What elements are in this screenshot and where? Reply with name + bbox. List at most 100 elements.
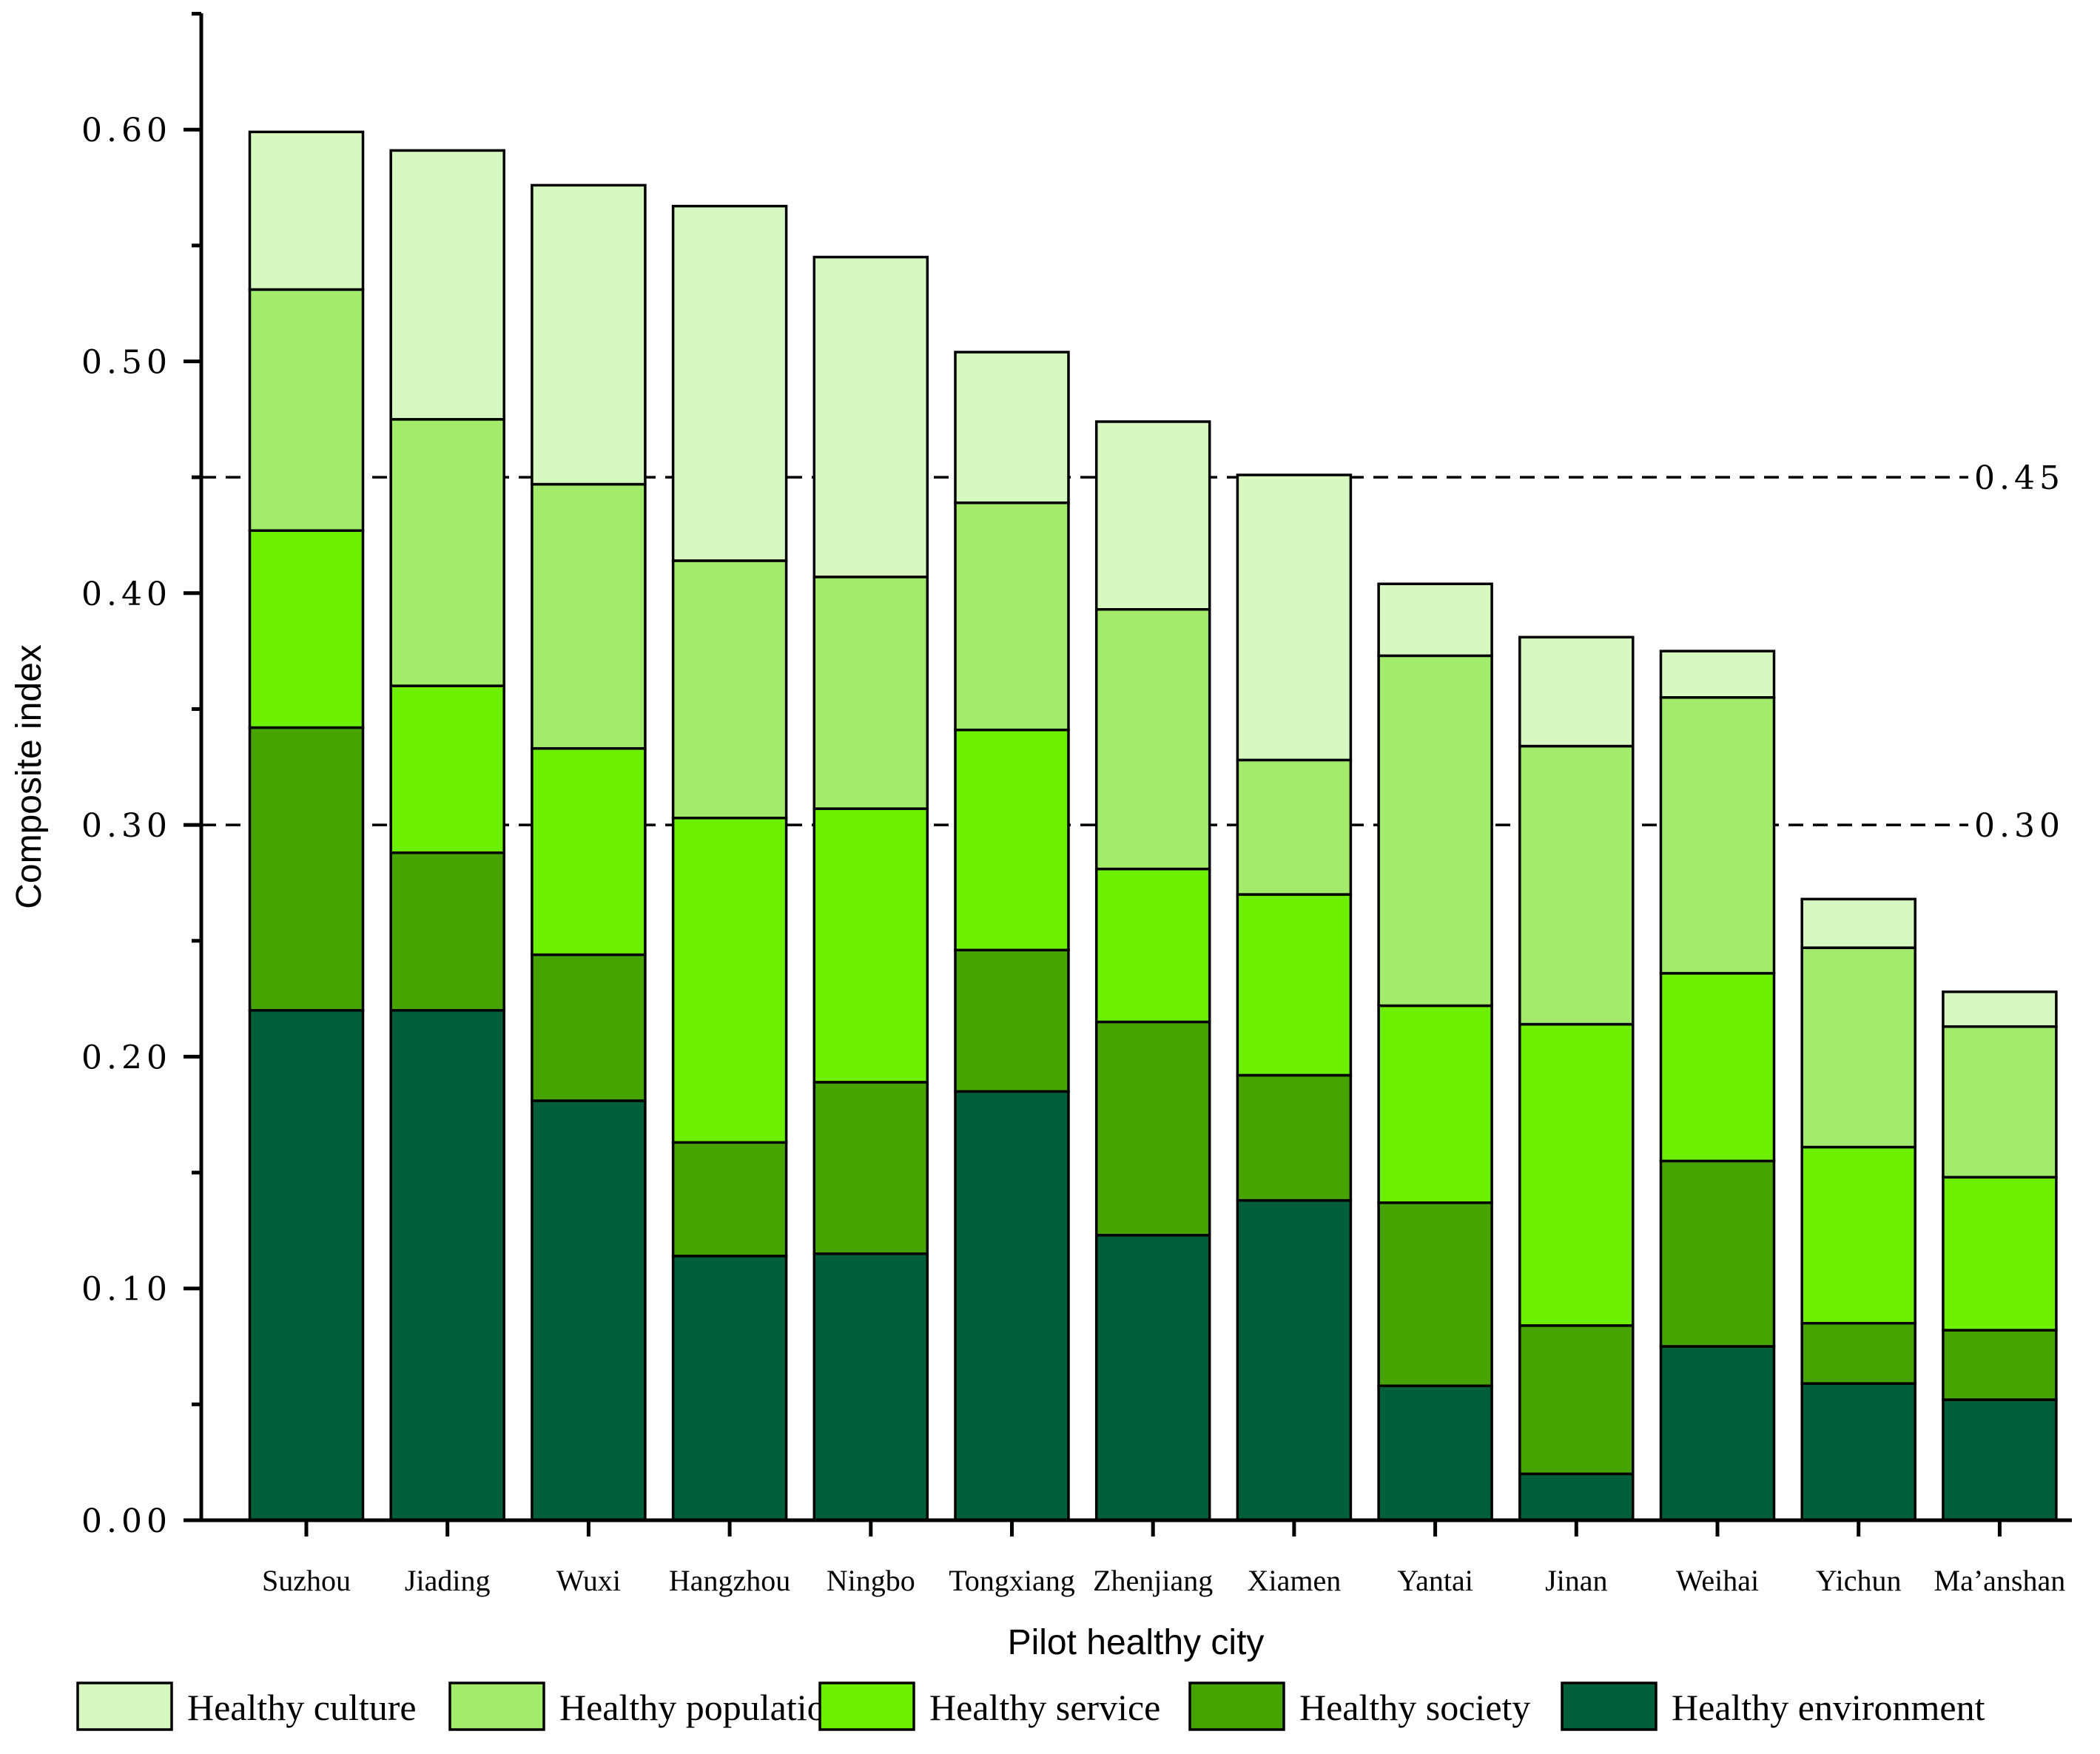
bar-jinan-healthy-population xyxy=(1518,744,1635,1026)
bar-weihai-healthy-culture xyxy=(1659,650,1776,699)
x-tick-label-tongxiang: Tongxiang xyxy=(949,1564,1075,1597)
bar-hangzhou-healthy-service xyxy=(671,816,788,1144)
y-tick-label: 0.60 xyxy=(81,112,172,149)
legend-label-healthy-culture: Healthy culture xyxy=(187,1687,417,1728)
bar-ningbo-healthy-society xyxy=(812,1081,929,1255)
legend-label-healthy-environment: Healthy environment xyxy=(1672,1687,1985,1728)
legend-swatch-healthy-service xyxy=(818,1682,915,1731)
x-tick-label-yantai: Yantai xyxy=(1397,1564,1473,1597)
x-tick-label-suzhou: Suzhou xyxy=(262,1564,351,1597)
bar-suzhou-healthy-society xyxy=(248,726,365,1012)
bar-yantai-healthy-population xyxy=(1377,654,1493,1008)
legend-swatch-healthy-environment xyxy=(1561,1682,1658,1731)
bar-xiamen-healthy-service xyxy=(1236,893,1353,1077)
bar-wuxi-healthy-culture xyxy=(531,183,647,486)
bar-hangzhou-healthy-environment xyxy=(671,1255,788,1522)
bars xyxy=(248,130,2058,1522)
legend-label-healthy-society: Healthy society xyxy=(1299,1687,1530,1728)
bar-ningbo-healthy-culture xyxy=(812,255,929,579)
bar-wuxi-healthy-society xyxy=(531,953,647,1102)
bar-ma-anshan-healthy-society xyxy=(1942,1329,2058,1401)
y-axis-title: Composite index xyxy=(10,644,49,909)
bar-xiamen-healthy-population xyxy=(1236,758,1353,896)
bar-jinan-healthy-environment xyxy=(1518,1472,1635,1522)
bar-ningbo-healthy-service xyxy=(812,807,929,1084)
bar-yantai-healthy-society xyxy=(1377,1201,1493,1388)
bar-yantai-healthy-service xyxy=(1377,1004,1493,1204)
x-tick-label-ningbo: Ningbo xyxy=(827,1564,915,1597)
bar-weihai-healthy-service xyxy=(1659,971,1776,1163)
x-tick-label-jiading: Jiading xyxy=(405,1564,491,1597)
bar-suzhou-healthy-service xyxy=(248,529,365,729)
bar-yantai-healthy-culture xyxy=(1377,582,1493,658)
bar-hangzhou-healthy-culture xyxy=(671,204,788,562)
y-tick-label: 0.00 xyxy=(81,1502,172,1540)
reference-line-label: 0.45 xyxy=(1974,459,2064,497)
bar-jiading-healthy-population xyxy=(389,418,505,687)
bar-tongxiang-healthy-society xyxy=(954,948,1070,1093)
bar-xiamen-healthy-environment xyxy=(1236,1198,1353,1522)
y-tick-label: 0.20 xyxy=(81,1039,172,1076)
legend-label-healthy-population: Healthy population xyxy=(559,1687,844,1728)
legend-label-healthy-service: Healthy service xyxy=(929,1687,1160,1728)
bar-xiamen-healthy-society xyxy=(1236,1073,1353,1202)
y-tick-label: 0.10 xyxy=(81,1271,172,1309)
axes xyxy=(199,13,2072,1522)
x-tick-label-xiamen: Xiamen xyxy=(1248,1564,1342,1597)
bar-yichun-healthy-service xyxy=(1800,1145,1916,1325)
bar-jiading-healthy-culture xyxy=(389,149,505,421)
bar-suzhou-healthy-environment xyxy=(248,1008,365,1522)
bar-hangzhou-healthy-population xyxy=(671,559,788,820)
bar-ma-anshan-healthy-environment xyxy=(1942,1398,2058,1522)
bar-hangzhou-healthy-society xyxy=(671,1141,788,1258)
x-tick-label-weihai: Weihai xyxy=(1676,1564,1759,1597)
bar-weihai-healthy-population xyxy=(1659,696,1776,975)
x-ticks: Suzhou Jiading Wuxi Hangzhou Ningbo Tongxiang… xyxy=(262,1520,2065,1597)
x-tick-label-hangzhou: Hangzhou xyxy=(669,1564,790,1597)
bar-yichun-healthy-population xyxy=(1800,946,1916,1149)
bar-ma-anshan-healthy-population xyxy=(1942,1025,2058,1179)
legend: Healthy culture Healthy population Healthy… xyxy=(76,1682,1985,1731)
bar-jinan-healthy-society xyxy=(1518,1324,1635,1476)
legend-swatch-healthy-society xyxy=(1188,1682,1285,1731)
bar-ningbo-healthy-environment xyxy=(812,1252,929,1522)
bar-tongxiang-healthy-environment xyxy=(954,1090,1070,1522)
bar-yichun-healthy-society xyxy=(1800,1321,1916,1385)
bar-xiamen-healthy-culture xyxy=(1236,473,1353,762)
bar-suzhou-healthy-culture xyxy=(248,130,365,291)
bar-jiading-healthy-service xyxy=(389,684,505,854)
y-tick-label: 0.30 xyxy=(81,807,172,845)
bar-suzhou-healthy-population xyxy=(248,288,365,532)
legend-swatch-healthy-population xyxy=(448,1682,545,1731)
x-tick-label-jinan: Jinan xyxy=(1545,1564,1607,1597)
y-tick-label: 0.50 xyxy=(81,344,172,382)
bar-jinan-healthy-culture xyxy=(1518,635,1635,748)
bar-wuxi-healthy-service xyxy=(531,746,647,957)
x-tick-label-yichun: Yichun xyxy=(1816,1564,1902,1597)
bar-zhenjiang-healthy-population xyxy=(1094,607,1211,871)
bar-yichun-healthy-environment xyxy=(1800,1382,1916,1522)
x-tick-label-wuxi: Wuxi xyxy=(556,1564,621,1597)
bar-zhenjiang-healthy-culture xyxy=(1094,420,1211,611)
bar-yantai-healthy-environment xyxy=(1377,1384,1493,1522)
bar-zhenjiang-healthy-environment xyxy=(1094,1233,1211,1522)
bar-ma-anshan-healthy-service xyxy=(1942,1175,2058,1332)
bar-jinan-healthy-service xyxy=(1518,1022,1635,1327)
bar-yichun-healthy-culture xyxy=(1800,897,1916,949)
bar-jiading-healthy-society xyxy=(389,851,505,1012)
bar-tongxiang-healthy-service xyxy=(954,728,1070,952)
x-axis-title: Pilot healthy city xyxy=(1008,1623,1265,1662)
bar-zhenjiang-healthy-society xyxy=(1094,1020,1211,1237)
bar-wuxi-healthy-population xyxy=(531,482,647,750)
legend-swatch-healthy-culture xyxy=(76,1682,173,1731)
x-tick-label-zhenjiang: Zhenjiang xyxy=(1093,1564,1213,1597)
reference-line-label: 0.30 xyxy=(1974,807,2064,845)
bar-zhenjiang-healthy-service xyxy=(1094,867,1211,1024)
bar-wuxi-healthy-environment xyxy=(531,1099,647,1522)
y-ticks: 0.00 0.10 0.20 0.30 0.40 0.50 0.60 xyxy=(81,12,201,1540)
bar-jiading-healthy-environment xyxy=(389,1008,505,1522)
bar-weihai-healthy-environment xyxy=(1659,1345,1776,1522)
bar-weihai-healthy-society xyxy=(1659,1159,1776,1348)
x-tick-label-ma-anshan: Ma’anshan xyxy=(1934,1564,2066,1597)
